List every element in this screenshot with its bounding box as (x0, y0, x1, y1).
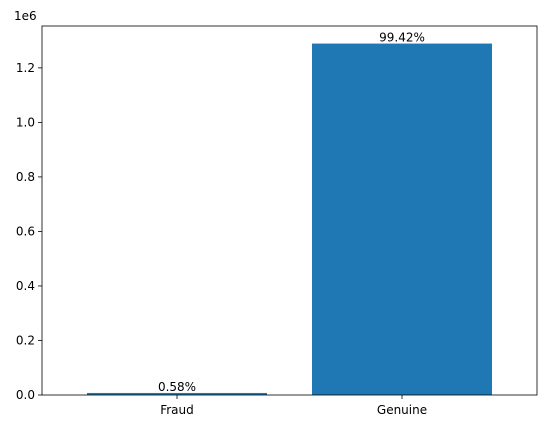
y-tick-label: 0.6 (16, 224, 35, 238)
y-tick-label: 0.0 (16, 388, 35, 402)
y-tick-label: 0.4 (16, 279, 35, 293)
data-label-genuine: 99.42% (379, 31, 425, 45)
x-tick-label: Genuine (377, 403, 427, 417)
y-axis-scale-label: 1e6 (14, 9, 37, 23)
y-tick-label: 0.2 (16, 333, 35, 347)
data-label-fraud: 0.58% (158, 380, 196, 394)
x-tick-label: Fraud (160, 403, 194, 417)
bars (87, 43, 492, 395)
y-axis: 0.0 0.2 0.4 0.6 0.8 1.0 1.2 (16, 61, 42, 402)
y-tick-label: 1.0 (16, 115, 35, 129)
bar-genuine (312, 43, 492, 395)
x-axis: Fraud Genuine (160, 395, 427, 417)
y-tick-label: 0.8 (16, 170, 35, 184)
y-tick-label: 1.2 (16, 61, 35, 75)
axes-frame (41, 25, 538, 396)
bar-fraud (87, 392, 267, 395)
data-labels: 0.58% 99.42% (158, 31, 425, 394)
